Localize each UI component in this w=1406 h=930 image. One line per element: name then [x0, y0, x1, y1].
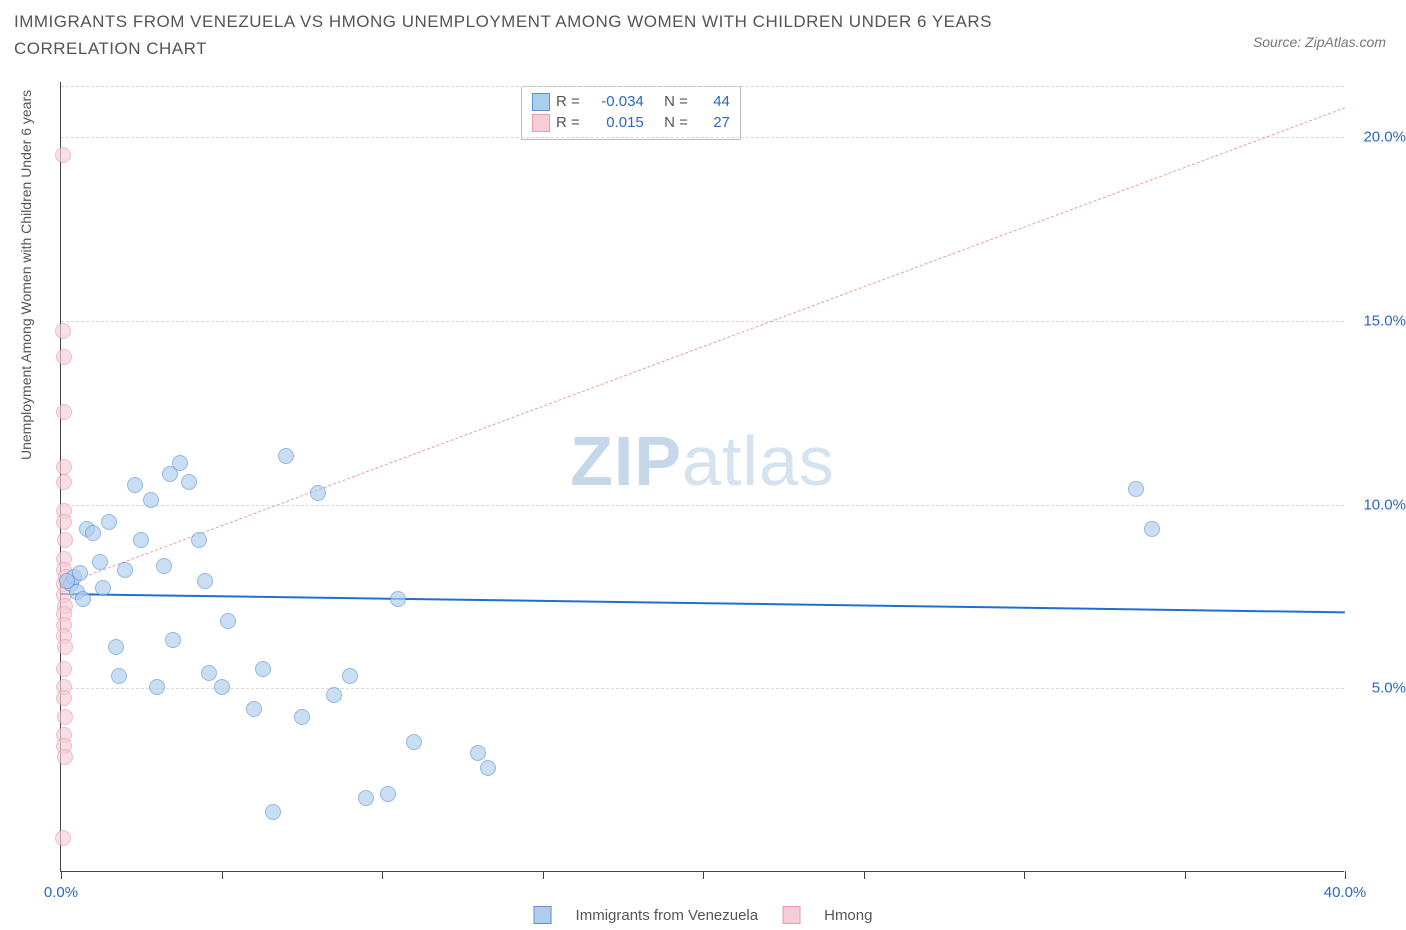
data-point [56, 690, 72, 706]
data-point [143, 492, 159, 508]
data-point [75, 591, 91, 607]
data-point [255, 661, 271, 677]
n-label: N = [664, 91, 688, 112]
data-point [278, 448, 294, 464]
watermark-logo: ZIPatlas [570, 421, 835, 501]
data-point [57, 709, 73, 725]
x-tick [382, 871, 383, 879]
data-point [390, 591, 406, 607]
y-tick-label: 10.0% [1363, 496, 1406, 513]
data-point [56, 474, 72, 490]
data-point [56, 661, 72, 677]
data-point [133, 532, 149, 548]
data-point [406, 734, 422, 750]
correlation-row: R = -0.034 N = 44 [532, 91, 730, 112]
data-point [197, 573, 213, 589]
x-tick [703, 871, 704, 879]
y-tick-label: 15.0% [1363, 312, 1406, 329]
x-tick [543, 871, 544, 879]
x-tick-label: 0.0% [44, 884, 78, 901]
x-tick-label: 40.0% [1324, 884, 1367, 901]
x-tick [61, 871, 62, 879]
n-label: N = [664, 112, 688, 133]
data-point [201, 665, 217, 681]
data-point [56, 404, 72, 420]
data-point [172, 455, 188, 471]
data-point [108, 639, 124, 655]
data-point [310, 485, 326, 501]
y-axis-label: Unemployment Among Women with Children U… [18, 90, 34, 460]
data-point [326, 687, 342, 703]
x-tick [222, 871, 223, 879]
legend-swatch [782, 906, 800, 924]
gridline [61, 505, 1344, 506]
x-tick [864, 871, 865, 879]
data-point [56, 514, 72, 530]
data-point [117, 562, 133, 578]
data-point [55, 147, 71, 163]
data-point [165, 632, 181, 648]
gridline [61, 688, 1344, 689]
data-point [127, 477, 143, 493]
gridline [61, 86, 1344, 87]
data-point [358, 790, 374, 806]
data-point [95, 580, 111, 596]
r-label: R = [556, 91, 580, 112]
data-point [57, 532, 73, 548]
gridline [61, 137, 1344, 138]
data-point [57, 639, 73, 655]
data-point [56, 349, 72, 365]
data-point [181, 474, 197, 490]
data-point [56, 459, 72, 475]
data-point [111, 668, 127, 684]
r-value: 0.015 [586, 112, 644, 133]
legend-swatch [532, 93, 550, 111]
data-point [59, 573, 75, 589]
r-label: R = [556, 112, 580, 133]
trend-line [61, 108, 1345, 587]
r-value: -0.034 [586, 91, 644, 112]
data-point [85, 525, 101, 541]
data-point [156, 558, 172, 574]
data-point [101, 514, 117, 530]
data-point [1128, 481, 1144, 497]
data-point [380, 786, 396, 802]
trend-line [61, 593, 1345, 613]
y-tick-label: 5.0% [1372, 680, 1406, 697]
gridline [61, 321, 1344, 322]
data-point [480, 760, 496, 776]
y-tick-label: 20.0% [1363, 129, 1406, 146]
scatter-chart: ZIPatlas R =-0.034 N =44R =0.015 N =27 5… [60, 82, 1344, 872]
data-point [191, 532, 207, 548]
data-point [294, 709, 310, 725]
n-value: 27 [694, 112, 730, 133]
data-point [470, 745, 486, 761]
data-point [214, 679, 230, 695]
data-point [92, 554, 108, 570]
legend-label: Hmong [824, 907, 872, 924]
data-point [55, 830, 71, 846]
data-point [246, 701, 262, 717]
x-tick [1185, 871, 1186, 879]
data-point [1144, 521, 1160, 537]
legend-label: Immigrants from Venezuela [576, 907, 759, 924]
legend-swatch [532, 114, 550, 132]
x-tick [1345, 871, 1346, 879]
data-point [57, 749, 73, 765]
data-point [265, 804, 281, 820]
data-point [55, 323, 71, 339]
chart-title: IMMIGRANTS FROM VENEZUELA VS HMONG UNEMP… [14, 8, 1114, 62]
series-legend: Immigrants from Venezuela Hmong [534, 906, 873, 924]
data-point [342, 668, 358, 684]
correlation-legend-box: R = -0.034 N = 44 R = 0.015 N = 27 [521, 86, 741, 140]
x-tick [1024, 871, 1025, 879]
n-value: 44 [694, 91, 730, 112]
data-point [220, 613, 236, 629]
data-point [149, 679, 165, 695]
source-attribution: Source: ZipAtlas.com [1253, 34, 1386, 50]
correlation-row: R = 0.015 N = 27 [532, 112, 730, 133]
legend-swatch [534, 906, 552, 924]
